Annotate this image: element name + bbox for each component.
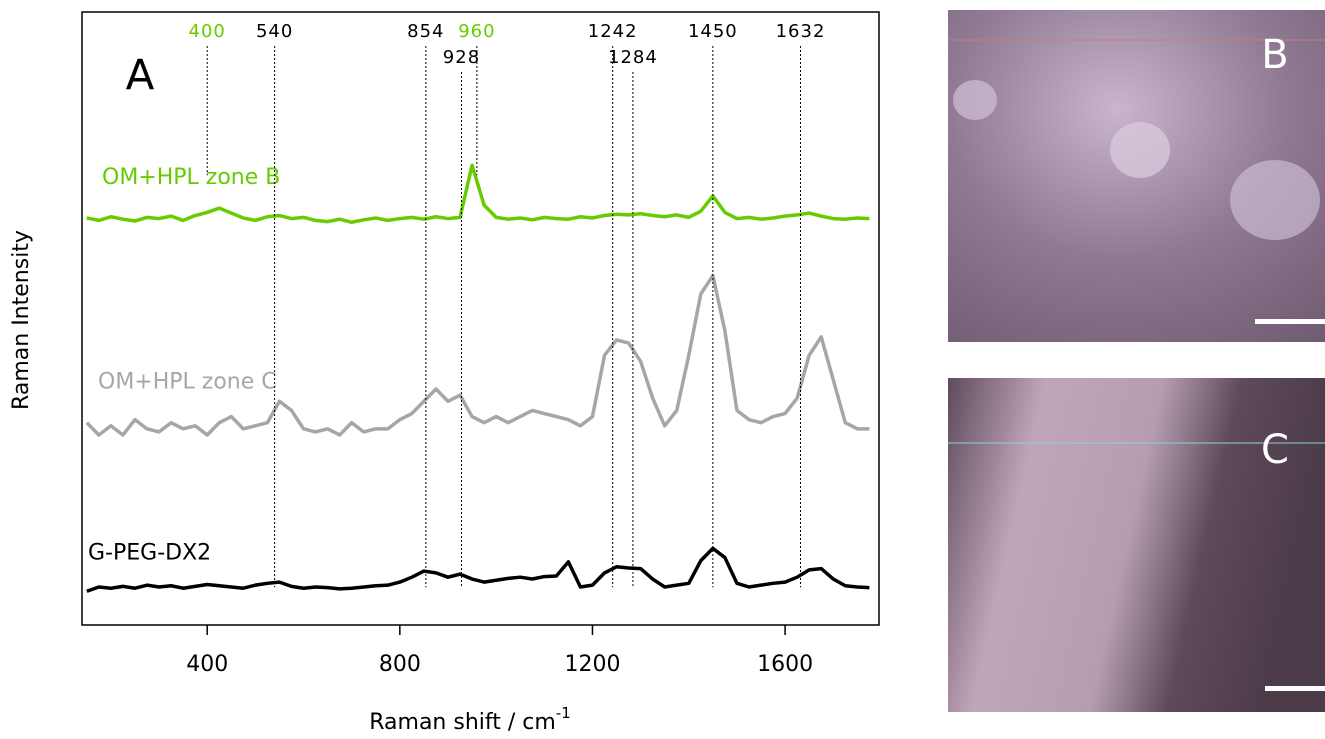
peak-label: 1632 (776, 21, 826, 42)
image-b: B (948, 10, 1325, 342)
image-label: B (1261, 32, 1288, 78)
image-label: C (1261, 427, 1289, 473)
peak-label: 960 (458, 21, 495, 42)
spectrum (86, 163, 870, 225)
x-tick-label: 400 (186, 652, 228, 677)
x-tick-label: 800 (379, 652, 421, 677)
x-axis-label: Raman shift / cm-1 (369, 704, 571, 736)
micrograph (948, 378, 1325, 712)
y-axis-label: Raman Intensity (9, 230, 34, 410)
plot-frame (81, 11, 880, 626)
peak-label: 1242 (588, 21, 638, 42)
x-tick-label: 1200 (564, 652, 620, 677)
peak-label: 1450 (688, 21, 738, 42)
particle (1230, 160, 1320, 240)
particle (953, 80, 997, 120)
spectrum (86, 546, 870, 593)
series-label: OM+HPL zone B (102, 165, 280, 190)
scale-bar (1255, 319, 1325, 324)
peak-label: 540 (256, 21, 293, 42)
particle (1110, 122, 1170, 178)
peak-label: 1284 (608, 47, 658, 68)
x-tick-label: 1600 (757, 652, 813, 677)
panel-label: A (126, 51, 155, 100)
scale-bar (1265, 686, 1325, 691)
spectrum (85, 273, 870, 437)
image-c: C (948, 378, 1325, 712)
x-axis-label-sup: -1 (556, 704, 571, 722)
peak-label: 928 (443, 47, 480, 68)
x-axis-label-text: Raman shift / cm (369, 710, 556, 735)
peak-label: 854 (407, 21, 444, 42)
peak-label: 400 (189, 21, 226, 42)
series-label: G-PEG-DX2 (88, 540, 211, 565)
series-label: OM+HPL zone C (98, 370, 277, 395)
